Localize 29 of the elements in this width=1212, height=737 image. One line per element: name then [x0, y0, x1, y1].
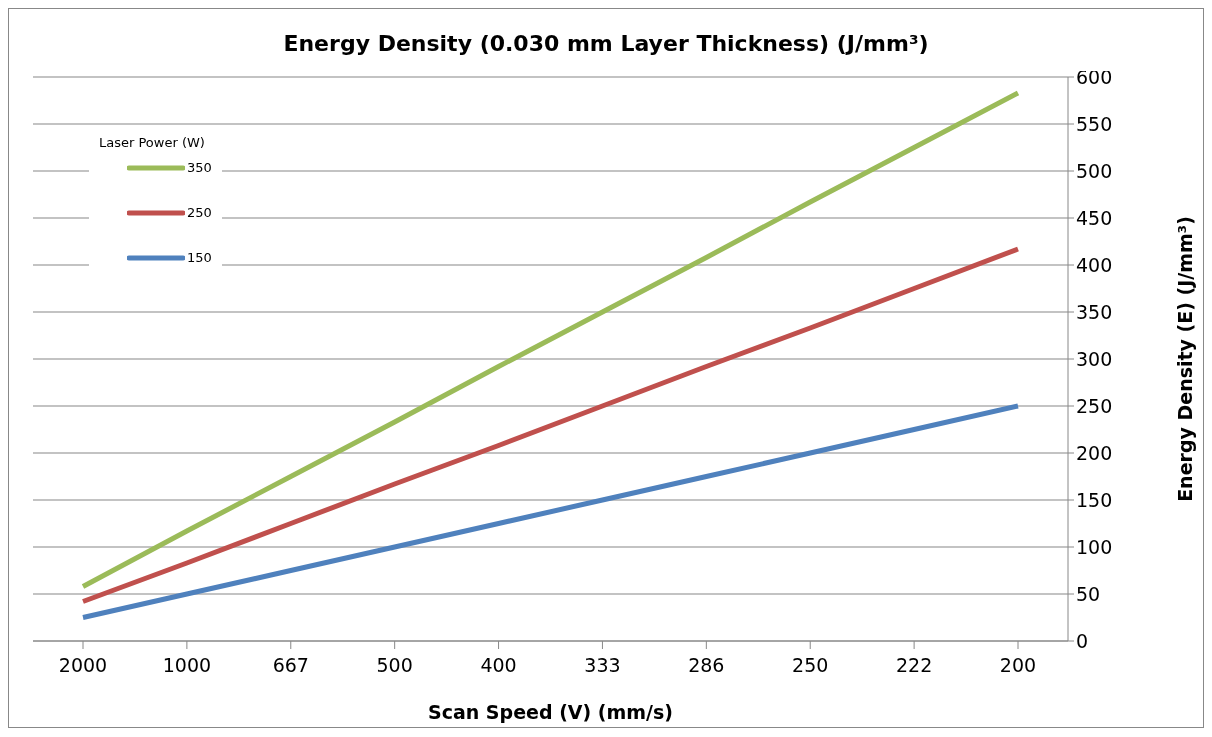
- x-tick-label: 2000: [58, 654, 108, 677]
- y-tick-label: 200: [1076, 441, 1113, 464]
- legend-title: Laser Power (W): [99, 135, 206, 150]
- y-tick-label: 500: [1076, 159, 1113, 182]
- y-tick-label: 0: [1076, 629, 1089, 652]
- legend-label: 250: [187, 205, 212, 220]
- legend-label: 150: [187, 250, 212, 265]
- x-tick-label: 1000: [162, 654, 212, 677]
- x-tick-label: 286: [688, 654, 725, 677]
- x-tick-label: 222: [895, 654, 933, 677]
- y-tick-label: 250: [1076, 394, 1113, 417]
- x-tick-label: 200: [999, 654, 1037, 677]
- y-tick-label: 150: [1076, 488, 1113, 511]
- x-tick-label: 500: [376, 654, 413, 677]
- y-tick-label: 400: [1076, 253, 1113, 276]
- y-tick-label: 450: [1076, 206, 1113, 229]
- x-tick-label: 667: [272, 654, 309, 677]
- legend-label: 350: [187, 160, 212, 175]
- x-tick-label: 333: [584, 654, 621, 677]
- y-axis-title: Energy Density (E) (J/mm³): [1173, 216, 1196, 502]
- y-tick-label: 50: [1076, 582, 1101, 605]
- x-axis-title: Scan Speed (V) (mm/s): [427, 701, 674, 723]
- y-tick-label: 300: [1076, 347, 1113, 370]
- y-tick-label: 550: [1076, 112, 1113, 135]
- x-tick-label: 400: [480, 654, 517, 677]
- y-tick-label: 100: [1076, 535, 1113, 558]
- x-tick-label: 250: [792, 654, 829, 677]
- chart-title: Energy Density (0.030 mm Layer Thickness) (J/mm³): [283, 31, 929, 56]
- y-tick-label: 350: [1076, 300, 1113, 323]
